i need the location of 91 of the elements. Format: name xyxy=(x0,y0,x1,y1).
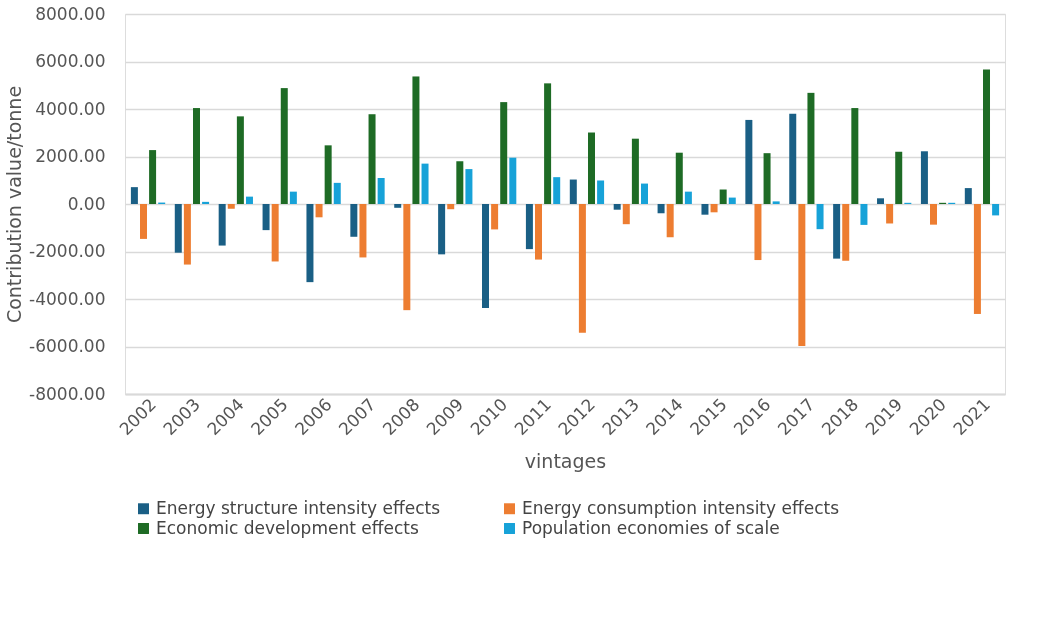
bar xyxy=(394,204,402,208)
y-axis-title: Contribution value/tonne xyxy=(3,85,26,324)
bar xyxy=(587,132,595,204)
bar xyxy=(500,102,508,204)
bar xyxy=(421,163,429,204)
bar xyxy=(763,153,771,204)
bar xyxy=(622,204,630,225)
bar xyxy=(509,157,517,204)
bar xyxy=(377,178,385,204)
y-tick-label: 6000.00 xyxy=(35,51,106,71)
bar xyxy=(289,191,297,204)
bar xyxy=(202,201,210,204)
bar xyxy=(964,188,972,204)
bar xyxy=(728,197,736,204)
bar xyxy=(675,152,683,204)
bar xyxy=(359,204,367,258)
bar xyxy=(569,179,577,204)
bar xyxy=(886,204,894,224)
bar xyxy=(860,204,868,225)
bar xyxy=(597,180,605,204)
bar xyxy=(745,119,753,204)
y-tick-label: 8000.00 xyxy=(35,3,106,24)
y-tick-label: -2000.00 xyxy=(29,241,106,261)
bar xyxy=(306,204,314,283)
y-tick-label: -6000.00 xyxy=(29,336,106,356)
bar xyxy=(456,161,464,204)
bar xyxy=(631,138,639,204)
bar xyxy=(666,204,674,238)
bar xyxy=(333,182,341,204)
bar xyxy=(578,204,586,333)
bar xyxy=(983,69,991,204)
bar xyxy=(174,204,182,253)
y-tick-label: 0.00 xyxy=(67,193,106,214)
bar xyxy=(816,204,824,230)
bar xyxy=(271,204,279,262)
legend-label: Energy consumption intensity effects xyxy=(522,497,840,518)
bar xyxy=(465,169,473,204)
legend-label: Energy structure intensity effects xyxy=(156,497,441,518)
bar xyxy=(544,83,552,204)
bar xyxy=(842,204,850,261)
bar xyxy=(491,204,499,230)
bar xyxy=(920,151,928,204)
bar xyxy=(930,204,938,225)
x-axis-title: vintages xyxy=(524,450,607,473)
bar xyxy=(192,108,200,204)
bar xyxy=(701,204,709,215)
bar xyxy=(262,204,270,231)
bar xyxy=(754,204,762,261)
bar xyxy=(236,116,244,204)
bar xyxy=(149,150,157,204)
bar xyxy=(613,204,621,210)
bar xyxy=(227,204,235,209)
bar xyxy=(895,151,903,204)
legend-label: Population economies of scale xyxy=(522,517,780,538)
bar xyxy=(833,204,841,259)
bar xyxy=(640,183,648,204)
bar xyxy=(684,191,692,204)
bar xyxy=(992,204,1000,216)
bar xyxy=(130,187,138,204)
bar xyxy=(973,204,981,314)
bar xyxy=(218,204,226,246)
bar xyxy=(553,177,561,204)
bar xyxy=(535,204,543,260)
bar xyxy=(798,204,806,347)
bar xyxy=(412,76,420,204)
bar xyxy=(403,204,411,311)
bar xyxy=(183,204,191,265)
y-tick-label: 4000.00 xyxy=(35,98,106,119)
y-tick-label: -8000.00 xyxy=(29,383,106,404)
bar xyxy=(350,204,358,237)
bar xyxy=(710,204,718,213)
bar xyxy=(772,201,780,204)
bar xyxy=(877,198,885,204)
bar xyxy=(280,88,288,204)
bar xyxy=(139,204,147,239)
bar xyxy=(807,92,815,204)
bar xyxy=(719,189,727,204)
bar xyxy=(482,204,490,309)
bar xyxy=(525,204,533,250)
bar xyxy=(851,108,859,204)
bar xyxy=(447,204,455,210)
bar xyxy=(315,204,323,218)
bar xyxy=(368,114,376,204)
bar xyxy=(438,204,446,255)
bar xyxy=(324,145,332,204)
legend-label: Economic development effects xyxy=(156,517,419,538)
bar xyxy=(245,196,253,204)
bar xyxy=(657,204,665,214)
bar xyxy=(789,113,797,204)
y-tick-label: -4000.00 xyxy=(29,288,106,309)
y-tick-label: 2000.00 xyxy=(35,146,106,166)
